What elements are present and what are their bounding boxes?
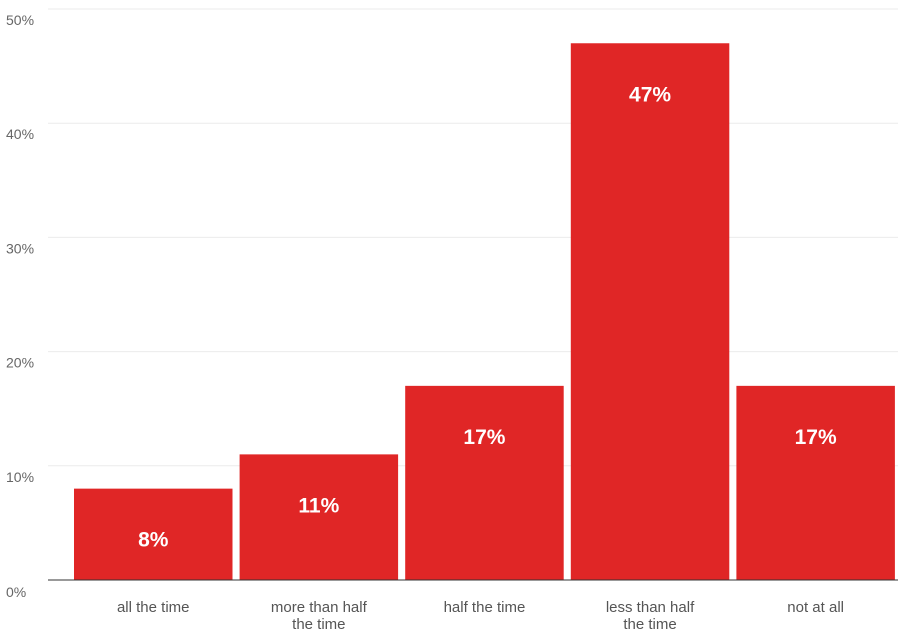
bars [74,43,895,580]
x-tick-label-line: not at all [787,599,844,616]
x-tick-label-line: all the time [117,599,190,616]
data-label: 47% [629,83,671,106]
x-tick-label-line: half the time [444,599,526,616]
data-label: 17% [795,426,837,449]
data-label: 11% [298,494,339,517]
y-tick-label: 10% [6,469,34,485]
x-tick-label: more than half the time [271,599,368,630]
bar [736,385,895,580]
y-tick-label: 50% [6,12,34,28]
x-tick-label-line: less than half [606,599,695,616]
y-tick-label: 0% [6,584,26,600]
x-tick-label: not at all [787,599,844,616]
x-tick-label: half the time [444,599,526,616]
bar [405,385,564,580]
data-labels: 8% 11% 17% 47% 17% [138,83,837,551]
x-tick-label: all the time [117,599,190,616]
bar [74,488,233,580]
data-label: 8% [138,529,169,552]
x-tick-label-line: the time [292,616,345,630]
y-axis-tick-labels: 0% 10% 20% 30% 40% 50% [6,12,34,600]
x-tick-label-line: the time [623,616,676,630]
y-tick-label: 30% [6,240,34,256]
y-tick-label: 20% [6,355,34,371]
x-tick-label: less than half the time [606,599,695,630]
bar [570,43,730,580]
bar [239,454,399,580]
x-tick-label-line: more than half [271,599,368,616]
data-label: 17% [463,426,505,449]
y-tick-label: 40% [6,126,34,142]
